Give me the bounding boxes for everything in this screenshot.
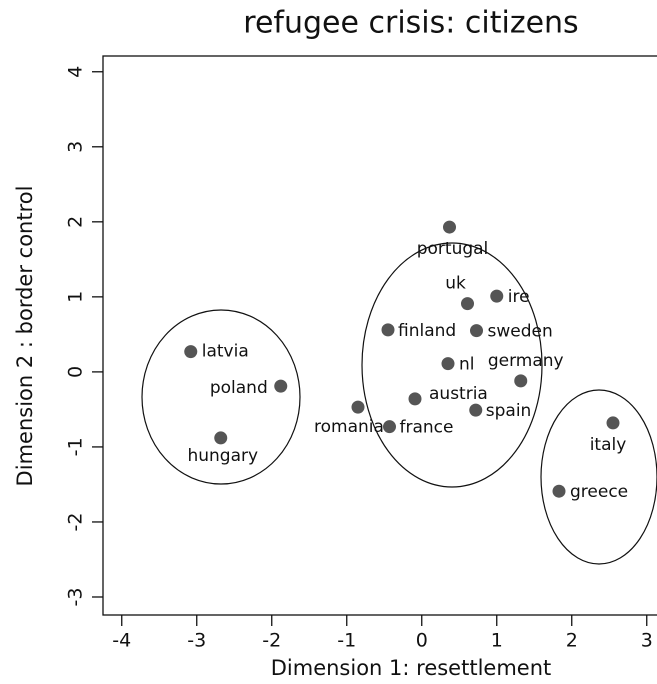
x-tick-label: -3 bbox=[187, 630, 206, 652]
point-label: germany bbox=[488, 351, 564, 371]
point-label: greece bbox=[570, 482, 628, 502]
y-tick-label: 3 bbox=[65, 141, 87, 153]
point-label: portugal bbox=[417, 239, 489, 259]
point-label: france bbox=[400, 418, 454, 438]
point bbox=[552, 484, 566, 498]
x-axis-label: Dimension 1: resettlement bbox=[271, 656, 552, 680]
point bbox=[351, 400, 365, 414]
point bbox=[443, 220, 456, 234]
y-tick-label: 1 bbox=[65, 291, 87, 303]
cluster-ellipse bbox=[361, 242, 543, 488]
point bbox=[606, 416, 620, 430]
point bbox=[274, 379, 288, 393]
x-tick-label: -4 bbox=[112, 630, 131, 652]
point bbox=[184, 345, 198, 359]
point bbox=[214, 431, 228, 445]
point bbox=[469, 403, 483, 417]
point-label: poland bbox=[210, 378, 268, 398]
y-axis-label: Dimension 2 : border control bbox=[13, 186, 37, 487]
point-label: sweden bbox=[488, 322, 553, 342]
chart-title: refugee crisis: citizens bbox=[243, 6, 578, 41]
plot-frame bbox=[102, 55, 657, 616]
point-label: hungary bbox=[187, 446, 258, 466]
point bbox=[381, 323, 395, 337]
point-label: spain bbox=[486, 401, 532, 421]
point bbox=[490, 289, 504, 303]
point bbox=[383, 420, 396, 434]
point bbox=[514, 374, 528, 388]
y-tick-label: -2 bbox=[65, 512, 87, 531]
cluster-ellipse bbox=[540, 389, 657, 565]
point-label: ire bbox=[508, 287, 530, 307]
point-label: italy bbox=[590, 435, 627, 455]
point-label: finland bbox=[398, 321, 456, 341]
y-tick-label: 0 bbox=[65, 366, 87, 378]
cluster-ellipse bbox=[141, 309, 301, 485]
x-tick-label: -2 bbox=[262, 630, 281, 652]
x-tick-label: 3 bbox=[641, 630, 653, 652]
point bbox=[470, 324, 483, 338]
y-tick-label: 4 bbox=[65, 66, 87, 78]
point bbox=[408, 392, 422, 406]
point bbox=[441, 357, 455, 371]
x-tick-label: 1 bbox=[491, 630, 503, 652]
point-label: nl bbox=[459, 355, 475, 375]
point-label: romania bbox=[314, 417, 384, 437]
x-tick-label: 0 bbox=[416, 630, 428, 652]
point-label: austria bbox=[429, 384, 488, 404]
point-label: latvia bbox=[202, 342, 249, 362]
x-tick-label: -1 bbox=[337, 630, 356, 652]
point-label: uk bbox=[445, 274, 466, 294]
x-tick-label: 2 bbox=[566, 630, 578, 652]
y-tick-label: -1 bbox=[65, 437, 87, 456]
y-tick-label: 2 bbox=[65, 216, 87, 228]
point bbox=[461, 297, 474, 311]
y-tick-label: -3 bbox=[65, 588, 87, 607]
